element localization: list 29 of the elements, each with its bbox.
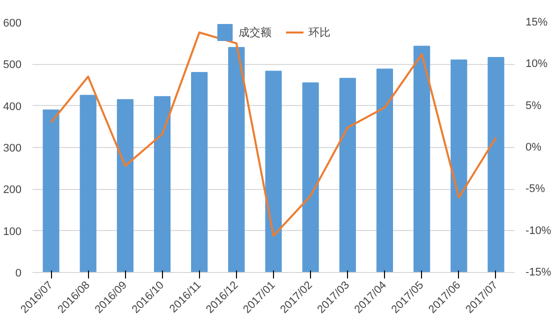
y2-tick-label: -10% <box>526 224 552 237</box>
bar <box>228 47 245 272</box>
bar <box>414 46 430 272</box>
legend-label: 环比 <box>308 26 330 40</box>
bar <box>450 60 468 272</box>
y-tick-label: 200 <box>3 184 22 196</box>
legend-label: 成交额 <box>238 26 272 40</box>
bar <box>80 94 96 272</box>
bar <box>302 82 319 272</box>
y-tick-label: 500 <box>3 59 22 72</box>
y-tick-label: 300 <box>3 142 22 154</box>
y2-tick-label: -5% <box>526 183 546 196</box>
bar <box>265 70 282 272</box>
bar <box>154 96 171 272</box>
bar <box>42 110 60 272</box>
y-tick-label: 600 <box>3 18 22 30</box>
y-tick-label: 0 <box>15 268 22 280</box>
y2-tick-label: 15% <box>526 16 548 28</box>
y2-tick-label: 5% <box>526 100 542 112</box>
bar <box>116 99 134 272</box>
bar <box>488 57 504 272</box>
bar <box>376 68 394 272</box>
y2-tick-label: -15% <box>526 266 552 278</box>
bar <box>339 78 356 272</box>
y-tick-label: 400 <box>3 100 22 113</box>
y2-tick-label: 10% <box>526 58 548 70</box>
bar <box>191 72 208 272</box>
y-tick-label: 100 <box>3 226 22 238</box>
y2-tick-label: 0% <box>526 142 542 154</box>
